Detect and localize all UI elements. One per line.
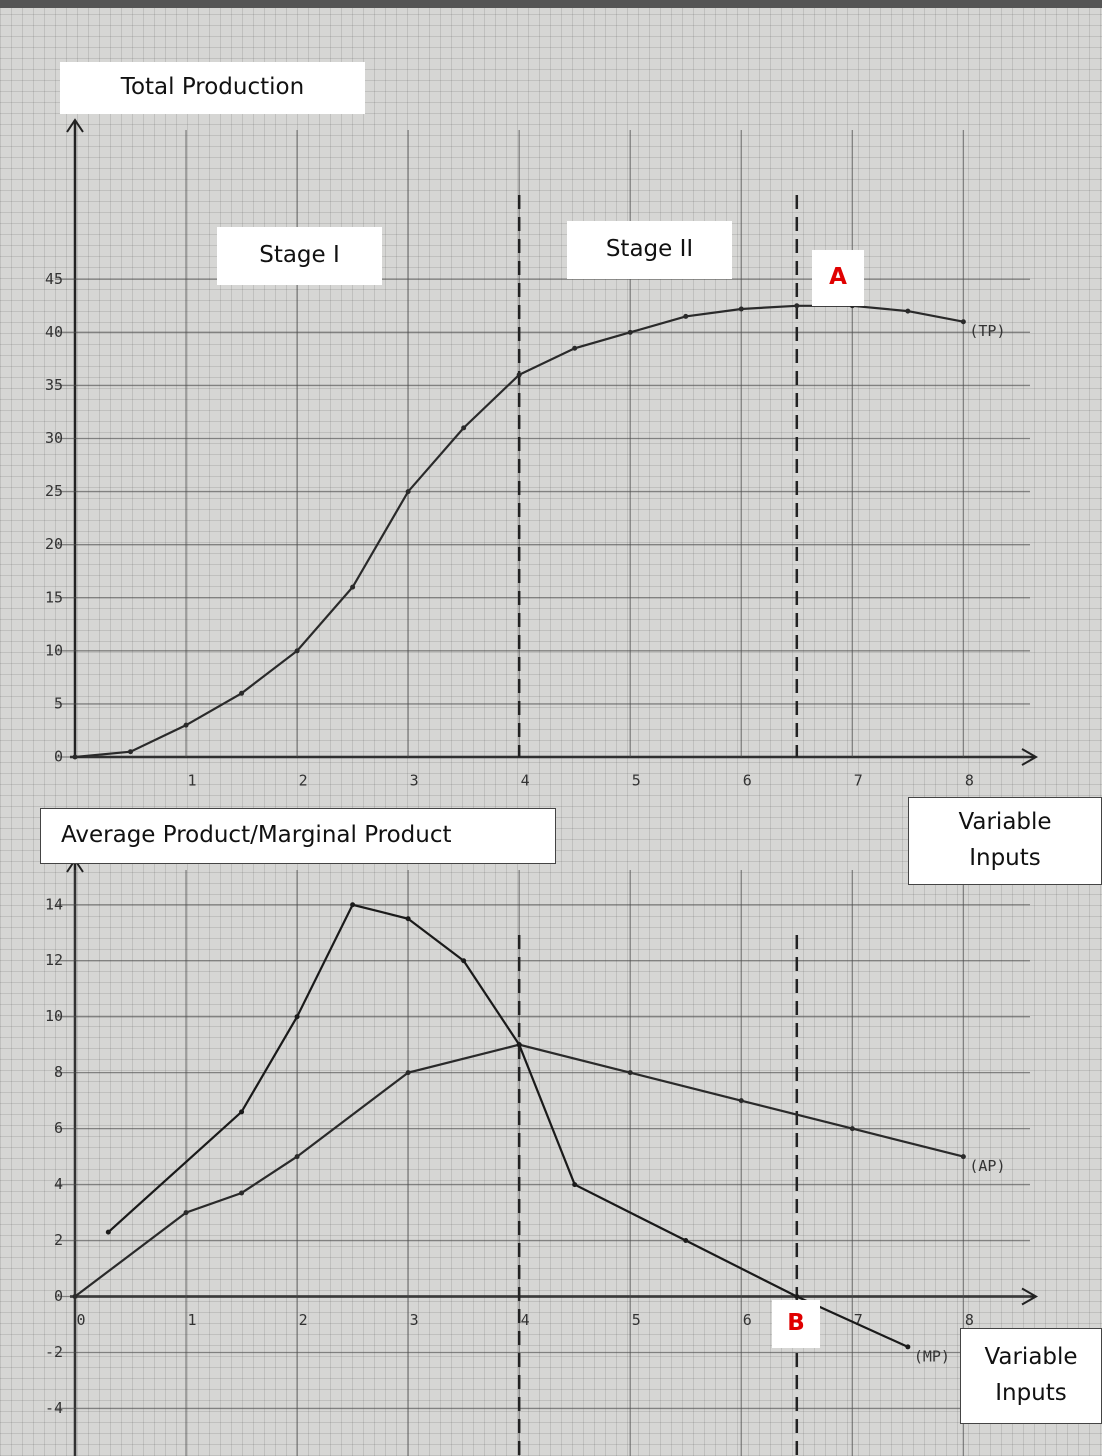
data-point (350, 584, 356, 590)
data-point (572, 1182, 578, 1188)
data-point (239, 1109, 245, 1115)
data-line (107, 903, 909, 1348)
y-tick-label: 4 (54, 1175, 63, 1193)
data-point (738, 306, 744, 312)
y-tick-label: 2 (54, 1231, 63, 1249)
data-point (849, 1126, 855, 1132)
x-tick-label: 7 (854, 772, 863, 790)
data-line (74, 1043, 964, 1298)
data-point (960, 1154, 966, 1160)
data-point (405, 1070, 411, 1076)
x-tick-label: 3 (410, 1311, 419, 1329)
x-tick-label: 3 (410, 772, 419, 790)
y-tick-label: 0 (54, 1287, 63, 1305)
x-tick-label: 5 (632, 772, 641, 790)
data-point (405, 489, 411, 495)
x-axis-label: Variable Inputs (960, 1328, 1102, 1424)
annotation: Stage I (217, 227, 382, 285)
y-tick-label: 5 (54, 694, 63, 712)
x-tick-label: 1 (188, 772, 197, 790)
data-point (461, 958, 467, 964)
series-label: (MP) (914, 1347, 950, 1365)
y-tick-label: 0 (54, 748, 63, 766)
y-tick-label: 15 (45, 588, 63, 606)
data-point (627, 1070, 633, 1076)
x-tick-label: 7 (854, 1311, 863, 1329)
x-tick-label: 4 (521, 1311, 530, 1329)
y-tick-label: 14 (45, 895, 63, 913)
data-point (294, 1014, 300, 1020)
x-tick-label: 2 (299, 1311, 308, 1329)
x-tick-label: 6 (743, 1311, 752, 1329)
data-point (239, 690, 245, 696)
x-tick-label: 1 (188, 1311, 197, 1329)
data-point (294, 648, 300, 654)
data-point (905, 308, 911, 314)
x-tick-label: 2 (299, 772, 308, 790)
x-tick-label: 0 (76, 1311, 85, 1329)
series-label: (AP) (969, 1157, 1005, 1175)
data-point (627, 329, 633, 335)
x-tick-label: 5 (632, 1311, 641, 1329)
y-tick-label: 10 (45, 641, 63, 659)
data-point (105, 1229, 111, 1235)
x-axis-label: Variable Inputs (908, 797, 1102, 885)
data-point (516, 372, 522, 378)
y-tick-label: 45 (45, 270, 63, 288)
x-tick-label: 6 (743, 772, 752, 790)
data-point (738, 1098, 744, 1104)
y-tick-label: 30 (45, 429, 63, 447)
x-tick-label: 8 (965, 1311, 974, 1329)
y-tick-label: 10 (45, 1007, 63, 1025)
annotation: A (812, 250, 864, 306)
data-point (794, 1294, 800, 1300)
annotation: Stage II (567, 221, 732, 279)
data-point (794, 303, 800, 309)
data-point (128, 749, 134, 755)
y-axis-arrow (66, 118, 84, 133)
data-point (72, 754, 78, 760)
data-point (72, 1294, 78, 1300)
y-axis-label: Total Production (60, 62, 365, 114)
y-tick-label: 12 (45, 951, 63, 969)
y-tick-label: 25 (45, 482, 63, 500)
data-point (572, 345, 578, 351)
y-tick-label: 20 (45, 535, 63, 553)
data-point (905, 1344, 911, 1350)
data-point (461, 425, 467, 431)
data-point (960, 319, 966, 325)
data-point (683, 313, 689, 319)
x-axis-arrow (1021, 748, 1039, 766)
data-point (516, 1042, 522, 1048)
x-axis-arrow (1021, 1287, 1039, 1306)
y-axis-label: Average Product/Marginal Product (40, 808, 556, 864)
data-point (183, 722, 189, 728)
annotation: B (772, 1300, 820, 1348)
y-tick-label: 40 (45, 323, 63, 341)
data-point (405, 916, 411, 922)
data-point (350, 902, 356, 908)
y-tick-label: 8 (54, 1063, 63, 1081)
data-point (183, 1210, 189, 1216)
y-tick-label: 35 (45, 376, 63, 394)
y-tick-label: -4 (45, 1399, 63, 1417)
data-point (239, 1190, 245, 1196)
y-tick-label: -2 (45, 1343, 63, 1361)
y-tick-label: 6 (54, 1119, 63, 1137)
data-point (294, 1154, 300, 1160)
data-point (683, 1238, 689, 1244)
x-tick-label: 8 (965, 772, 974, 790)
x-tick-label: 4 (521, 772, 530, 790)
series-label: (TP) (969, 322, 1005, 340)
